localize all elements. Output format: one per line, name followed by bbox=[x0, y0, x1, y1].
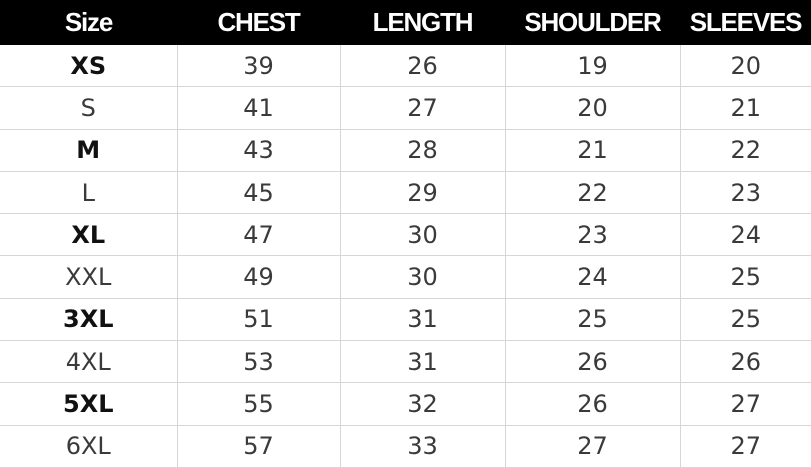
size-cell: XL bbox=[0, 213, 178, 257]
measure-cell: 21 bbox=[680, 86, 811, 130]
measure-cell: 20 bbox=[505, 86, 681, 130]
table-row: XL 47 30 23 24 bbox=[0, 213, 811, 257]
measure-cell: 55 bbox=[177, 382, 341, 426]
measure-cell: 21 bbox=[505, 129, 681, 172]
table-row: 5XL 55 32 26 27 bbox=[0, 382, 811, 426]
table-row: L 45 29 22 23 bbox=[0, 171, 811, 215]
measure-cell: 25 bbox=[505, 298, 681, 342]
measure-cell: 25 bbox=[680, 255, 811, 299]
measure-cell: 22 bbox=[680, 129, 811, 172]
measure-cell: 24 bbox=[680, 213, 811, 257]
measure-cell: 20 bbox=[680, 45, 811, 88]
table-row: XS 39 26 19 20 bbox=[0, 45, 811, 88]
size-cell: XS bbox=[0, 45, 178, 88]
measure-cell: 27 bbox=[680, 382, 811, 426]
measure-cell: 29 bbox=[340, 171, 506, 215]
measure-cell: 19 bbox=[505, 45, 681, 88]
measure-cell: 27 bbox=[340, 86, 506, 130]
measure-cell: 24 bbox=[505, 255, 681, 299]
measure-cell: 27 bbox=[680, 425, 811, 468]
measure-cell: 26 bbox=[505, 382, 681, 426]
table-row: M 43 28 21 22 bbox=[0, 129, 811, 172]
size-cell: 6XL bbox=[0, 425, 178, 468]
header-cell: LENGTH bbox=[340, 0, 505, 45]
table-row: XXL 49 30 24 25 bbox=[0, 255, 811, 299]
measure-cell: 30 bbox=[340, 255, 506, 299]
measure-cell: 23 bbox=[680, 171, 811, 215]
measure-cell: 23 bbox=[505, 213, 681, 257]
measure-cell: 45 bbox=[177, 171, 341, 215]
size-cell: 3XL bbox=[0, 298, 178, 342]
measure-cell: 49 bbox=[177, 255, 341, 299]
measure-cell: 28 bbox=[340, 129, 506, 172]
header-row: Size CHEST LENGTH SHOULDER SLEEVES bbox=[0, 0, 811, 45]
measure-cell: 27 bbox=[505, 425, 681, 468]
size-cell: 5XL bbox=[0, 382, 178, 426]
measure-cell: 51 bbox=[177, 298, 341, 342]
table-body: XS 39 26 19 20 S 41 27 20 21 M 43 28 21 22 L 45 29 22 23 XL 4… bbox=[0, 45, 811, 468]
table-row: 6XL 57 33 27 27 bbox=[0, 425, 811, 468]
measure-cell: 22 bbox=[505, 171, 681, 215]
measure-cell: 31 bbox=[340, 340, 506, 384]
measure-cell: 53 bbox=[177, 340, 341, 384]
measure-cell: 41 bbox=[177, 86, 341, 130]
measure-cell: 43 bbox=[177, 129, 341, 172]
header-cell: CHEST bbox=[177, 0, 340, 45]
measure-cell: 26 bbox=[680, 340, 811, 384]
measure-cell: 26 bbox=[340, 45, 506, 88]
measure-cell: 25 bbox=[680, 298, 811, 342]
table-row: S 41 27 20 21 bbox=[0, 86, 811, 130]
measure-cell: 30 bbox=[340, 213, 506, 257]
measure-cell: 32 bbox=[340, 382, 506, 426]
table-row: 3XL 51 31 25 25 bbox=[0, 298, 811, 342]
size-cell: M bbox=[0, 129, 178, 172]
measure-cell: 47 bbox=[177, 213, 341, 257]
header-cell: Size bbox=[0, 0, 177, 45]
measure-cell: 26 bbox=[505, 340, 681, 384]
size-cell: XXL bbox=[0, 255, 178, 299]
size-cell: 4XL bbox=[0, 340, 178, 384]
size-cell: S bbox=[0, 86, 178, 130]
table-row: 4XL 53 31 26 26 bbox=[0, 340, 811, 384]
header-cell: SLEEVES bbox=[680, 0, 811, 45]
measure-cell: 39 bbox=[177, 45, 341, 88]
measure-cell: 33 bbox=[340, 425, 506, 468]
measure-cell: 57 bbox=[177, 425, 341, 468]
header-cell: SHOULDER bbox=[505, 0, 680, 45]
measure-cell: 31 bbox=[340, 298, 506, 342]
size-cell: L bbox=[0, 171, 178, 215]
